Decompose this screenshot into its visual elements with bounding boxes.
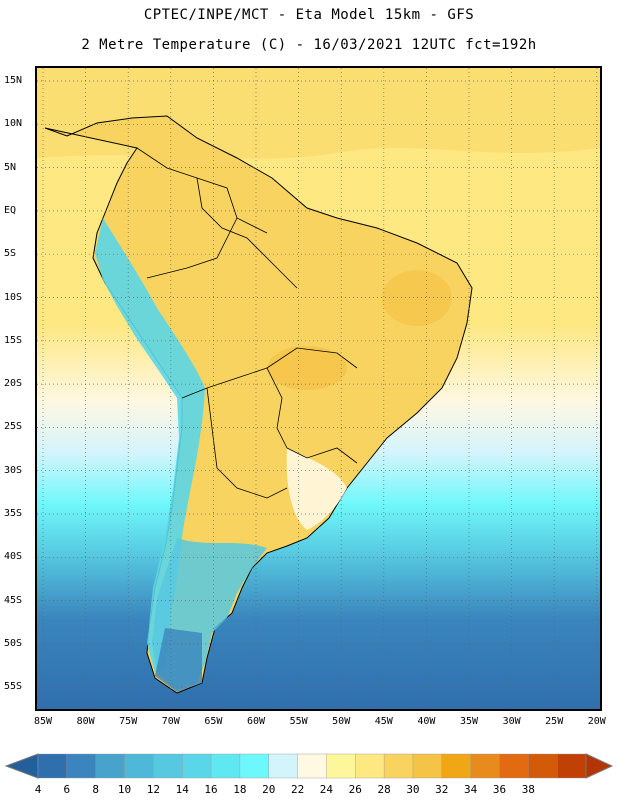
map-title-line-2: 2 Metre Temperature (C) - 16/03/2021 12U… [81,37,537,53]
lon-label: 20W [587,716,606,727]
lon-label: 55W [289,716,308,727]
colorbar-value-label: 18 [233,783,247,796]
map-canvas [37,68,600,709]
colorbar-value-label: 14 [175,783,189,796]
colorbar-swatch [470,753,501,779]
colorbar-swatch [124,753,155,779]
colorbar-swatch [297,753,328,779]
lon-label: 65W [204,716,223,727]
colorbar-swatch [37,753,68,779]
colorbar-swatch [268,753,299,779]
colorbar-value-label: 12 [146,783,160,796]
colorbar-value-label: 38 [521,783,535,796]
lat-label: 10N [4,118,23,130]
lat-label: 5N [4,161,17,173]
colorbar-high-arrow [585,753,614,779]
lon-label: 85W [33,716,53,727]
lat-label: 35S [4,508,23,519]
colorbar-swatch [66,753,97,779]
colorbar-swatch [239,753,270,779]
lat-label: 25S [4,421,23,433]
colorbar-swatch [153,753,183,779]
lat-label: EQ [4,204,17,216]
lon-label: 75W [119,716,138,727]
lat-label: 50S [4,637,23,649]
colorbar-value-label: 36 [492,783,507,796]
colorbar-value-label: 32 [435,783,449,796]
lat-label: 30S [4,464,23,476]
colorbar-swatch [499,753,530,779]
colorbar-swatch [210,753,241,779]
lat-label: 5S [4,248,17,260]
lon-label: 25W [545,716,564,727]
colorbar-swatch [383,753,414,779]
colorbar-value-label: 34 [464,783,478,796]
lon-label: 35W [459,716,479,727]
colorbar-value-label: 30 [406,783,420,796]
temperature-map [35,66,602,711]
colorbar-value-label: 24 [319,783,334,796]
colorbar-swatch [326,753,356,779]
colorbar-value-label: 16 [204,783,218,796]
colorbar-low-arrow [4,753,39,779]
lat-label: 20S [4,378,23,390]
lon-label: 70W [161,716,180,727]
lon-label: 45W [374,716,393,727]
country-borders [136,147,358,499]
colorbar-value-label: 10 [117,783,132,796]
colorbar-value-label: 20 [262,783,276,796]
lat-label: 10S [4,291,23,303]
colorbar-swatch [182,753,212,779]
lat-label: 15N [4,75,23,86]
colorbar-swatch [95,753,126,779]
lon-label: 60W [246,716,266,727]
lat-label: 55S [4,681,23,693]
colorbar-value-label: 28 [377,783,391,796]
map-graticule [37,68,600,709]
colorbar-value-label: 4 [34,783,42,796]
lat-label: 15S [4,334,23,346]
map-title-line-1: CPTEC/INPE/MCT - Eta Model 15km - GFS [143,7,475,23]
colorbar-swatch [528,753,558,779]
lon-label: 30W [502,716,521,727]
colorbar-swatch [355,753,385,779]
lat-label: 45S [4,594,23,606]
lon-label: 80W [76,716,95,727]
colorbar-swatch [412,753,443,779]
colorbar-swatch [441,753,472,779]
colorbar-value-label: 22 [290,783,305,796]
colorbar-swatch [556,753,587,779]
lon-label: 50W [332,716,351,727]
colorbar-value-label: 8 [92,783,99,796]
temperature-colorbar [4,753,614,779]
lon-label: 40W [417,716,436,727]
colorbar-value-label: 26 [348,783,362,796]
colorbar-value-label: 6 [63,783,71,796]
lat-label: 40S [4,551,23,563]
